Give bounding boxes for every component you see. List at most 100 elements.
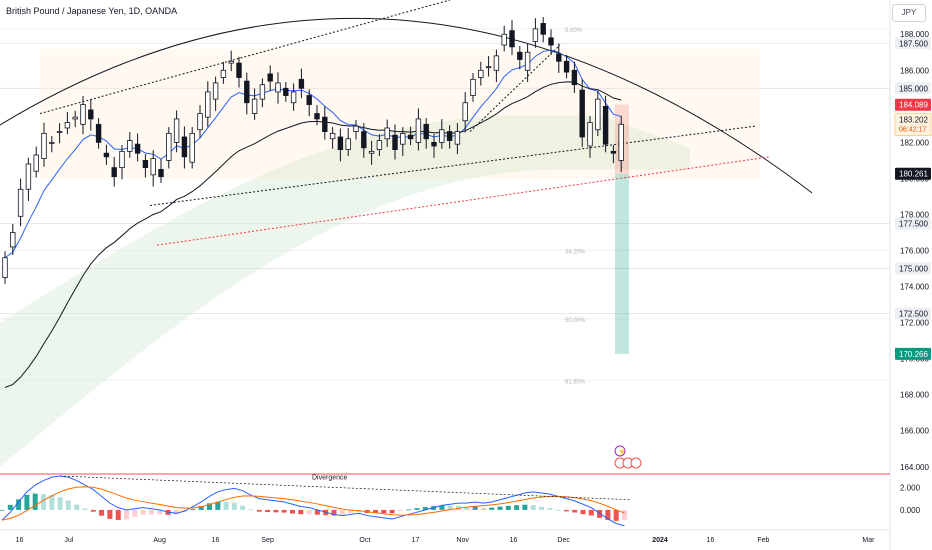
candle-body	[517, 51, 523, 60]
candle-body	[298, 78, 305, 89]
time-axis[interactable]: 16 Jul Aug 16 Sep Oct 17 Nov 16 Dec 2024 16 Feb Mar	[0, 529, 890, 544]
support-trendline	[149, 125, 756, 206]
macd-histogram-bar	[74, 504, 80, 510]
divergence-line	[59, 475, 631, 501]
level-tag: 175.000	[899, 265, 928, 274]
candle-body	[290, 91, 297, 104]
candle-body	[353, 125, 359, 132]
macd-histogram-bar	[530, 505, 536, 510]
candle-body	[244, 80, 250, 104]
macd-histogram-bar	[597, 509, 603, 518]
candle-body	[415, 118, 422, 143]
candle-body	[80, 104, 86, 125]
candle-body	[454, 131, 461, 145]
macd-histogram-bar	[115, 509, 121, 520]
macd-histogram-bar	[107, 509, 113, 519]
price-tick-label: 164.000	[900, 463, 929, 472]
macd-histogram-bar	[124, 509, 129, 520]
candle-body	[540, 23, 546, 35]
candle-body	[275, 82, 281, 93]
level-tag-bg	[895, 262, 931, 275]
macd-histogram-bar	[563, 509, 569, 512]
macd-histogram-bar	[90, 509, 96, 512]
fib-label: 38.20%	[565, 250, 586, 256]
candle-body	[119, 150, 125, 169]
level-tag: 185.000	[899, 84, 928, 93]
last-price-tag-bg	[895, 98, 931, 111]
candle-body	[423, 123, 429, 140]
candle-body	[2, 257, 8, 278]
last-price-tag: 184.089	[899, 101, 928, 110]
target-zone	[615, 173, 629, 354]
candle-body	[485, 66, 492, 69]
macd-tick-label: 0.000	[900, 506, 921, 515]
divergence-label: Divergence	[312, 474, 348, 481]
event-marker-icon	[630, 457, 642, 469]
signal-line	[1, 486, 625, 521]
time-label: 16	[212, 537, 220, 544]
macd-histogram-bar	[505, 505, 511, 510]
time-label: 2024	[652, 537, 668, 544]
macd-histogram-bar	[240, 505, 246, 510]
candle-body	[610, 150, 617, 154]
target-price-tag-bg	[895, 347, 931, 360]
position-tag-bg	[894, 113, 932, 137]
candle-body	[17, 188, 24, 217]
level-tag: 172.500	[899, 310, 928, 319]
candle-body	[251, 98, 258, 114]
time-label: Nov	[456, 537, 469, 544]
candle-body	[493, 55, 500, 71]
candle-body	[166, 132, 172, 161]
candle-body	[134, 143, 141, 154]
candle-body	[532, 28, 539, 42]
level-tag-bg	[895, 37, 931, 50]
candle-body	[72, 116, 78, 120]
candles	[2, 17, 624, 284]
macd-histogram-bar	[580, 509, 586, 515]
macd-histogram-bar	[173, 509, 179, 515]
time-label: Oct	[359, 537, 370, 544]
macd-histogram-bar	[207, 503, 212, 510]
candle-body	[142, 160, 149, 169]
candle-body	[571, 69, 578, 86]
macd-pane: 2.000 0.000 Divergence	[0, 473, 921, 527]
macd-histogram-bar	[215, 501, 221, 510]
lightning-icon	[614, 445, 626, 457]
macd-histogram-bar	[389, 509, 395, 514]
time-label: Mar	[862, 537, 875, 544]
candle-body	[392, 134, 398, 150]
time-label: Jul	[64, 537, 73, 544]
price-tick-label: 168.000	[900, 391, 929, 400]
candle-body	[103, 152, 110, 158]
currency-button[interactable]: JPY	[892, 4, 926, 22]
level-tag-bg	[895, 82, 931, 95]
candle-body	[368, 150, 375, 154]
candle-body	[10, 232, 16, 248]
candle-body	[173, 118, 180, 143]
macd-histogram-bar	[422, 507, 428, 510]
price-axis[interactable]: 188.000186.000184.000182.000180.000178.0…	[889, 0, 932, 550]
price-tick-label: 188.000	[900, 30, 929, 39]
macd-histogram-bar	[248, 509, 254, 511]
target-price-tag: 170.266	[899, 350, 928, 359]
macd-histogram-bar	[414, 508, 420, 510]
macd-histogram-bar	[555, 509, 561, 511]
macd-histogram-bar	[447, 505, 453, 510]
macd-histogram-bar	[306, 509, 312, 515]
macd-histogram-bar	[99, 509, 105, 516]
macd-histogram-bar	[24, 494, 30, 510]
macd-histogram-bar	[480, 507, 486, 510]
candle-body	[33, 154, 39, 172]
candle-body	[95, 123, 102, 143]
candle-body	[88, 109, 94, 120]
level-tag: 187.500	[899, 39, 928, 48]
candle-body	[41, 132, 47, 160]
candle-body	[64, 122, 71, 129]
macd-histogram-bar	[381, 509, 387, 514]
macd-histogram-bar	[223, 501, 229, 510]
price-tick-label: 182.000	[900, 138, 929, 147]
candle-body	[212, 82, 219, 100]
macd-histogram-bar	[397, 509, 403, 512]
candle-body	[602, 105, 609, 145]
